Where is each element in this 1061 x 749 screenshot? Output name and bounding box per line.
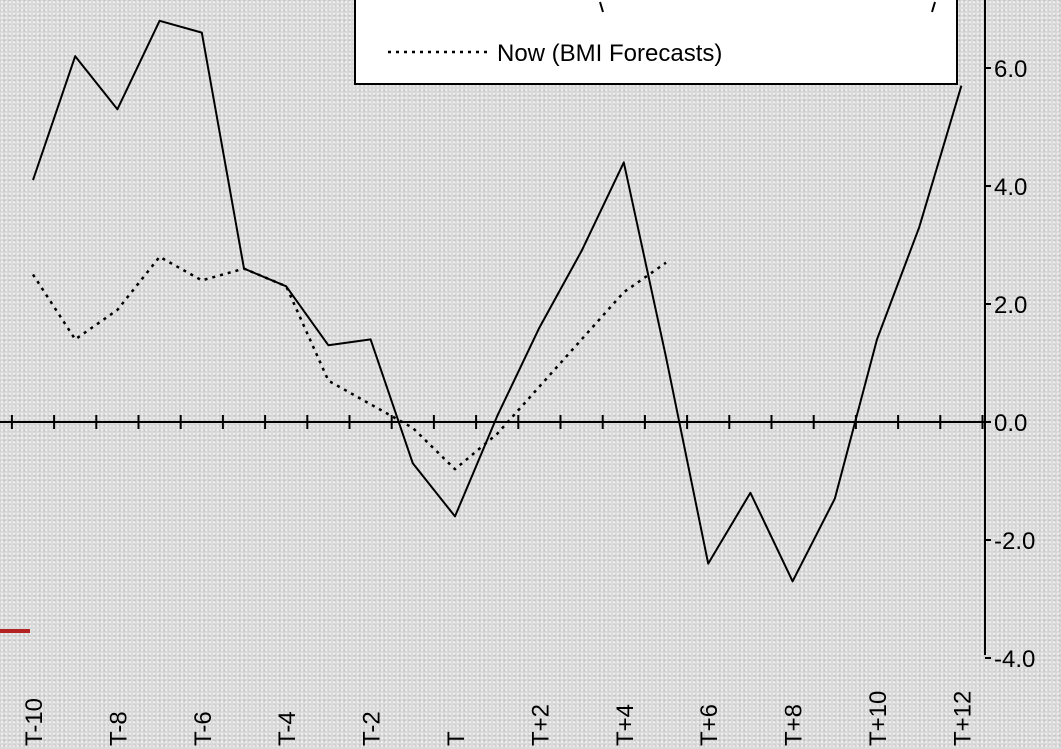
x-tick-label: T-2 <box>359 711 386 746</box>
x-tick-labels: T-10 T-8 T-6 T-4 T-2 T T+2 T+4 T+6 T+8 T+10 T+12 <box>21 691 976 746</box>
y-tick-label: -2.0 <box>994 528 1035 555</box>
legend-entry-clipped-fragment <box>931 1 936 13</box>
series-dotted-line <box>31 255 667 471</box>
x-tick-label: T+10 <box>865 691 892 746</box>
tick-marks <box>10 67 991 659</box>
legend-label: Now (BMI Forecasts) <box>497 40 722 67</box>
legend: Now (BMI Forecasts) <box>354 0 958 85</box>
legend-entry-clipped-fragment <box>599 1 604 13</box>
y-tick-label: 2.0 <box>994 292 1027 319</box>
series-lines <box>31 19 963 583</box>
x-tick-label: T+12 <box>949 691 976 746</box>
series-solid-line <box>32 19 963 583</box>
x-tick-label: T+8 <box>781 704 808 746</box>
y-tick-labels: 6.0 4.0 2.0 0.0 -2.0 -4.0 <box>994 56 1035 673</box>
x-tick-label: T-10 <box>21 698 48 746</box>
axes <box>0 0 986 655</box>
x-tick-label: T+4 <box>612 704 639 746</box>
y-tick-label: 0.0 <box>994 410 1027 437</box>
y-tick-label: 6.0 <box>994 56 1027 83</box>
x-tick-label: T+2 <box>527 704 554 746</box>
y-tick-label: 4.0 <box>994 174 1027 201</box>
x-tick-label: T+6 <box>696 704 723 746</box>
x-tick-label: T-4 <box>274 711 301 746</box>
y-tick-label: -4.0 <box>994 646 1035 673</box>
legend-box <box>354 0 958 85</box>
x-tick-label: T <box>443 731 470 746</box>
x-tick-label: T-6 <box>190 711 217 746</box>
x-tick-label: T-8 <box>105 711 132 746</box>
